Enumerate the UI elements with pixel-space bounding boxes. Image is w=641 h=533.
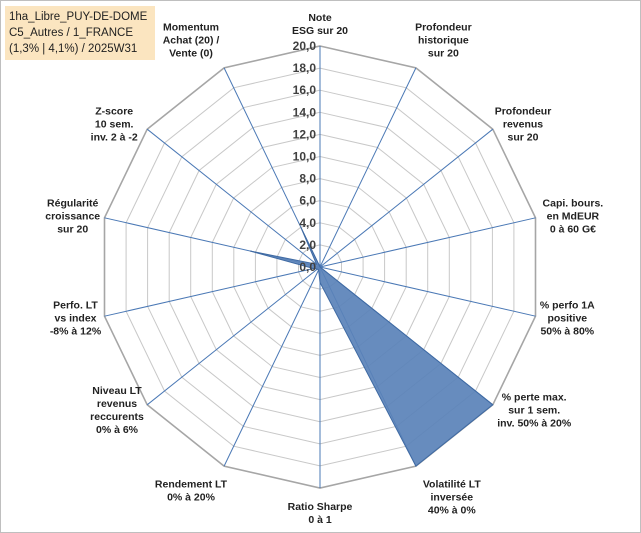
axis-label-line: reccurents <box>90 411 144 423</box>
axis-label-line: % perfo 1A <box>540 300 595 312</box>
tick-label: 2,0 <box>299 238 316 252</box>
axis-label-line: positive <box>547 313 587 325</box>
axis-label-line: Profondeur <box>415 22 472 34</box>
axis-label-line: 50% à 80% <box>540 326 594 338</box>
axis-label: Perfo. LT vs index -8% à 12% <box>50 300 102 338</box>
axis-label-line: revenus <box>97 398 137 410</box>
axis-label-line: Note <box>308 12 331 24</box>
axis-label-line: -8% à 12% <box>50 326 102 338</box>
axis-spoke <box>104 266 321 317</box>
axis-label-line: Régularité <box>47 198 99 210</box>
axis-spoke <box>319 266 536 317</box>
axis-label-line: sur 20 <box>428 48 459 60</box>
axis-label: Ratio Sharpe 0 à 1 <box>288 501 353 526</box>
axis-label: Note ESG sur 20 <box>292 12 348 37</box>
axis-label-line: Niveau LT <box>92 385 142 397</box>
tick-label: 12,0 <box>293 127 317 141</box>
tick-label: 16,0 <box>293 83 317 97</box>
title-line-3: (1,3% | 4,1%) / 2025W31 <box>9 43 138 55</box>
axis-label: Momentum Achat (20) / Vente (0) <box>163 22 220 60</box>
axis-label-line: sur 1 sem. <box>508 404 560 416</box>
title-line-2: C5_Autres / 1_FRANCE <box>9 27 133 39</box>
axis-label-line: Achat (20) / <box>163 35 220 47</box>
axis-label-line: Rendement LT <box>155 478 228 490</box>
axis-label: Profondeur historique sur 20 <box>415 22 472 60</box>
tick-label: 14,0 <box>293 105 317 119</box>
axis-label-line: vs index <box>54 313 96 325</box>
chart-title-box: 1ha_Libre_PUY-DE-DOME C5_Autres / 1_FRAN… <box>5 6 155 60</box>
axis-label: Capi. bours. en MdEUR 0 à 60 G€ <box>543 198 604 236</box>
axis-label-line: ESG sur 20 <box>292 25 348 37</box>
axis-label: Niveau LT revenus reccurents 0% à 6% <box>90 385 144 436</box>
axis-label-line: Momentum <box>163 22 219 34</box>
axis-label: % perte max. sur 1 sem. inv. 50% à 20% <box>497 391 572 429</box>
axis-label-line: 0% à 6% <box>96 424 139 436</box>
axis-label-line: inv. 2 à -2 <box>91 132 138 144</box>
axis-label-line: revenus <box>503 119 543 131</box>
axis-spoke <box>223 266 321 467</box>
axis-label: Volatilité LT inversée 40% à 0% <box>423 478 482 516</box>
axis-label-line: inv. 50% à 20% <box>497 417 572 429</box>
axis-label-line: % perte max. <box>502 391 567 403</box>
axis-label-line: Volatilité LT <box>423 478 482 490</box>
axis-label-line: sur 20 <box>508 132 539 144</box>
axis-label: Régularité croissance sur 20 <box>45 198 100 236</box>
axis-label-line: 0 à 1 <box>308 514 332 526</box>
title-line-1: 1ha_Libre_PUY-DE-DOME <box>9 11 148 23</box>
axis-label: Rendement LT 0% à 20% <box>155 478 228 503</box>
axis-spoke <box>146 266 321 406</box>
axis-label-line: historique <box>418 35 469 47</box>
axis-label-line: 10 sem. <box>95 119 134 131</box>
tick-label: 6,0 <box>299 194 316 208</box>
tick-label: 10,0 <box>293 150 317 164</box>
axis-label-line: 0 à 60 G€ <box>550 224 596 236</box>
tick-label: 18,0 <box>293 61 317 75</box>
axis-label: % perfo 1A positive 50% à 80% <box>540 300 595 338</box>
axis-label-line: Ratio Sharpe <box>288 501 353 513</box>
axis-label-line: 0% à 20% <box>167 491 216 503</box>
tick-label: 20,0 <box>293 39 317 53</box>
axis-label-line: Perfo. LT <box>53 300 98 312</box>
axis-label: Profondeur revenus sur 20 <box>495 106 552 144</box>
axis-label: Z-score 10 sem. inv. 2 à -2 <box>91 106 138 144</box>
axis-label-line: en MdEUR <box>547 211 600 223</box>
axis-label-line: Capi. bours. <box>543 198 604 210</box>
axis-label-line: Z-score <box>95 106 133 118</box>
axis-label-line: Profondeur <box>495 106 552 118</box>
tick-label: 0,0 <box>299 260 316 274</box>
axis-label-line: sur 20 <box>57 224 88 236</box>
axis-spoke <box>319 67 417 268</box>
tick-label: 4,0 <box>299 216 316 230</box>
axis-label-line: Vente (0) <box>169 48 213 60</box>
axis-spoke <box>146 128 321 268</box>
data-area <box>249 226 494 467</box>
tick-label: 8,0 <box>299 172 316 186</box>
axis-label-line: croissance <box>45 211 100 223</box>
axis-spoke <box>319 128 494 268</box>
axis-label-line: inversée <box>430 491 473 503</box>
axis-spoke <box>319 217 536 268</box>
axis-label-line: 40% à 0% <box>428 504 477 516</box>
